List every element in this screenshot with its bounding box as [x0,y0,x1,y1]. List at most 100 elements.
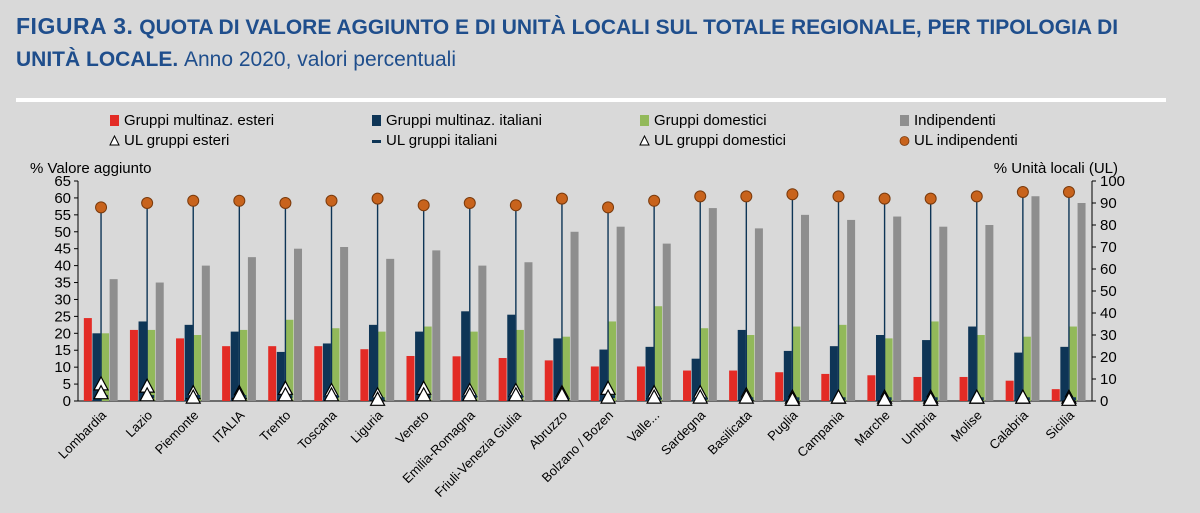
bar-gruppi-multinaz-italiani [276,351,285,401]
bar-indipendenti [340,247,349,401]
y2-tick-label: 100 [1100,173,1125,190]
y-tick-label: 20 [54,325,71,342]
bar-gruppi-multinaz-italiani [230,331,239,401]
bar-indipendenti [939,226,948,401]
y-tick-label: 30 [54,291,71,308]
bar-gruppi-domestici [884,338,893,401]
bar-gruppi-domestici [239,329,248,401]
y-tick-label: 0 [63,393,71,410]
x-tick-label: Trento [257,408,294,445]
marker-ul-gruppi-domestici [323,386,340,402]
bar-indipendenti [893,216,902,401]
bar-gruppi-domestici [515,329,524,401]
bar-gruppi-multinaz-italiani [184,324,193,401]
x-tick-label: Toscana [295,407,340,452]
bar-indipendenti [432,250,441,401]
bar-gruppi-domestici [377,331,386,401]
marker-ul-indipendenti [1062,186,1075,198]
bar-gruppi-multinaz-esteri [1005,380,1014,401]
x-tick-label: Basilicata [704,407,754,457]
y2-tick-label: 0 [1100,393,1108,410]
bar-gruppi-domestici [193,335,202,401]
bar-gruppi-multinaz-esteri [1051,389,1060,401]
marker-ul-gruppi-domestici [830,388,847,404]
x-tick-label: Piemonte [152,408,201,457]
y-tick-label: 5 [63,376,71,393]
bar-gruppi-multinaz-esteri [129,329,138,401]
bar-gruppi-domestici [147,329,156,401]
y-tick-label: 65 [54,173,71,190]
y2-tick-label: 30 [1100,327,1117,344]
marker-ul-indipendenti [233,194,246,207]
bar-gruppi-domestici [976,335,985,401]
legend-swatch-ul-gruppi-italiani [372,140,381,143]
bar-indipendenti [1031,196,1040,401]
bar-gruppi-multinaz-esteri [314,346,323,401]
bar-gruppi-multinaz-esteri [452,356,461,401]
x-tick-label: Lazio [123,408,156,441]
bar-gruppi-multinaz-esteri [590,366,599,401]
y-tick-label: 50 [54,224,71,241]
legend-label-gruppi-multinaz-esteri: Gruppi multinaz. esteri [124,112,274,129]
bar-indipendenti [294,248,303,401]
bar-gruppi-domestici [1022,336,1031,401]
x-tick-label: ITALIA [209,407,247,445]
marker-ul-indipendenti [279,197,292,209]
marker-ul-indipendenti [187,194,200,207]
marker-ul-indipendenti [141,197,154,209]
x-tick-label: Sicilia [1042,407,1077,442]
bar-gruppi-domestici [331,328,340,401]
bar-indipendenti [155,282,164,401]
bar-indipendenti [801,214,810,401]
legend-swatch-ul-indipendenti [899,136,910,146]
marker-ul-indipendenti [832,190,845,203]
marker-ul-gruppi-domestici [968,388,985,404]
bar-gruppi-domestici [561,336,570,401]
legend-label-gruppi-domestici: Gruppi domestici [654,112,767,129]
bar-gruppi-multinaz-esteri [867,375,876,401]
legend-label-ul-gruppi-italiani: UL gruppi italiani [386,132,497,149]
x-tick-label: Calabria [986,407,1031,452]
marker-ul-gruppi-domestici [738,388,755,404]
bar-gruppi-domestici [285,319,294,401]
y2-tick-label: 40 [1100,305,1117,322]
x-tick-label: Valle... [624,408,662,446]
bar-gruppi-multinaz-italiani [691,358,700,401]
bar-gruppi-multinaz-esteri [775,372,784,401]
bar-indipendenti [754,228,763,401]
bar-gruppi-multinaz-italiani [507,314,516,401]
bar-gruppi-domestici [930,321,939,401]
bar-gruppi-multinaz-italiani [599,349,608,401]
bar-indipendenti [985,225,994,401]
y-tick-label: 35 [54,275,71,292]
x-tick-label: Sardegna [658,407,709,458]
legend-label-indipendenti: Indipendenti [914,112,996,129]
y2-axis-title: % Unità locali (UL) [994,160,1118,177]
bar-gruppi-multinaz-italiani [922,340,931,401]
marker-ul-gruppi-domestici [1060,391,1077,406]
bar-indipendenti [847,219,856,401]
bar-gruppi-multinaz-italiani [1060,346,1069,401]
bar-gruppi-multinaz-esteri [222,346,231,401]
bar-gruppi-multinaz-italiani [875,335,884,401]
marker-ul-indipendenti [740,190,753,203]
bar-indipendenti [478,265,487,401]
marker-ul-indipendenti [878,192,891,205]
marker-ul-indipendenti [694,190,707,203]
y2-tick-label: 20 [1100,349,1117,366]
bar-gruppi-multinaz-esteri [821,373,830,401]
marker-ul-gruppi-domestici [185,388,202,404]
x-tick-label: Liguria [348,407,387,446]
marker-ul-indipendenti [371,192,384,205]
bar-gruppi-domestici [792,326,801,401]
bar-gruppi-domestici [423,326,432,401]
x-tick-label: Abruzzo [526,408,570,452]
bar-gruppi-domestici [1068,326,1077,401]
bar-gruppi-multinaz-esteri [268,346,277,401]
marker-ul-indipendenti [1016,186,1029,198]
bar-gruppi-domestici [746,335,755,401]
marker-ul-gruppi-domestici [461,386,478,402]
y-tick-label: 60 [54,190,71,207]
legend-label-ul-gruppi-esteri: UL gruppi esteri [124,132,229,149]
y-axis-title: % Valore aggiunto [30,160,151,177]
